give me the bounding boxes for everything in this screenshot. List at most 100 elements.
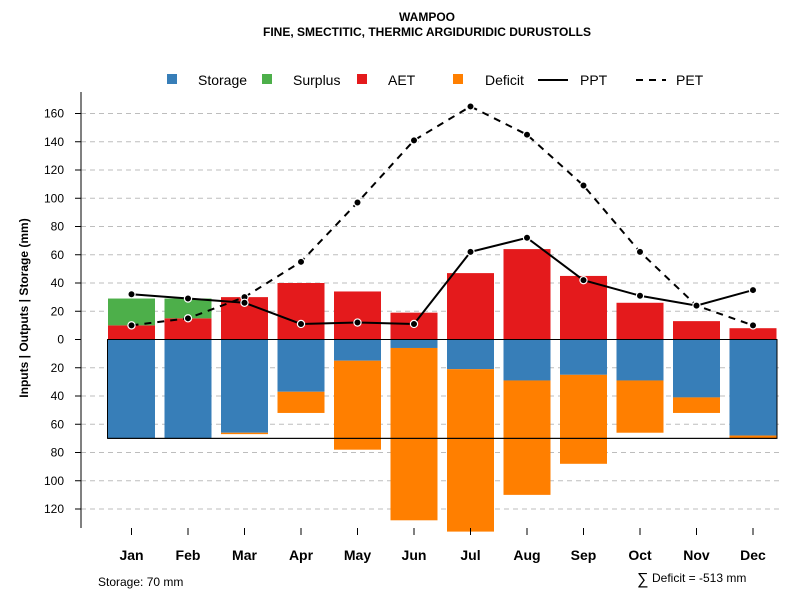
ppt-point [748, 285, 758, 295]
y-tick-label: 40 [51, 276, 65, 290]
y-tick-label: 100 [44, 474, 64, 488]
storage-bar [390, 339, 438, 348]
y-tick-label: 80 [51, 446, 65, 460]
ppt-point [353, 318, 362, 327]
legend-swatch-deficit [453, 74, 463, 84]
legend-label-pet: PET [676, 72, 704, 88]
pet-point [748, 321, 758, 330]
aet-bar [334, 291, 381, 340]
deficit-bar [503, 380, 551, 495]
ppt-point [296, 319, 306, 329]
aet-bar [729, 328, 777, 340]
aet-bar [447, 273, 494, 340]
ppt-point [127, 290, 136, 299]
x-tick-label: Jul [460, 547, 480, 563]
legend-label-deficit: Deficit [485, 72, 524, 88]
storage-bar [729, 339, 777, 436]
deficit-bar [334, 360, 381, 450]
pet-point [579, 181, 588, 190]
y-tick-label: 60 [51, 248, 65, 262]
pet-point [296, 257, 306, 267]
storage-bar [616, 339, 664, 381]
aet-bar [503, 249, 551, 340]
y-tick-label: 20 [51, 361, 65, 375]
pet-point [127, 321, 136, 330]
aet-bar [164, 318, 212, 340]
legend-label-storage: Storage [198, 72, 247, 88]
deficit-bar [221, 432, 268, 435]
x-tick-label: Mar [232, 547, 257, 563]
x-tick-label: Dec [740, 547, 766, 563]
y-tick-label: 60 [51, 417, 65, 431]
surplus-bar [108, 298, 155, 326]
bars [108, 249, 777, 532]
storage-bar [164, 339, 212, 439]
pet-point [409, 136, 419, 145]
pet-line [131, 105, 754, 327]
storage-bar [277, 339, 325, 392]
aet-bar [108, 325, 155, 340]
axes: 160 140 120 100 80 60 40 20 0 20 40 60 80 100 120 Jan Fe… [44, 92, 766, 563]
y-tick-label: 0 [57, 333, 64, 347]
legend-label-aet: AET [388, 72, 416, 88]
aet-bar [277, 283, 325, 340]
y-tick-label: 140 [44, 135, 64, 149]
ppt-line [131, 236, 754, 325]
aet-bar [616, 302, 664, 340]
deficit-bar [673, 397, 720, 413]
ppt-point [522, 233, 532, 242]
ppt-point [466, 247, 475, 257]
ppt-point [409, 319, 419, 329]
chart-subtitle: FINE, SMECTITIC, THERMIC ARGIDURIDIC DUR… [263, 25, 591, 39]
legend-swatch-aet [357, 74, 367, 84]
storage-bar [221, 339, 268, 433]
ppt-point [183, 294, 193, 303]
storage-bar [108, 339, 155, 439]
x-tick-label: Oct [628, 547, 652, 563]
lines [127, 102, 758, 330]
pet-point [353, 198, 362, 207]
x-tick-label: Sep [571, 547, 597, 563]
storage-bar [673, 339, 720, 398]
ppt-point [579, 275, 588, 285]
legend-label-ppt: PPT [580, 72, 608, 88]
aet-bar [673, 321, 720, 340]
pet-point [466, 102, 475, 111]
deficit-bar [447, 369, 494, 532]
storage-bar [447, 339, 494, 370]
deficit-bar [729, 435, 777, 439]
storage-bar [503, 339, 551, 381]
sum-icon: ∑ [637, 571, 648, 588]
x-tick-label: May [344, 547, 371, 563]
x-tick-label: Feb [176, 547, 201, 563]
y-tick-label: 80 [51, 220, 65, 234]
y-tick-label: 20 [51, 304, 65, 318]
legend-label-surplus: Surplus [293, 72, 340, 88]
reference-lines [107, 339, 778, 439]
legend-swatch-surplus [262, 74, 272, 84]
aet-bar [560, 275, 607, 340]
legend: Storage Surplus AET Deficit PPT PET [167, 72, 704, 88]
legend-swatch-storage [167, 74, 177, 84]
deficit-bar [560, 374, 607, 464]
y-tick-label: 40 [51, 389, 65, 403]
ppt-point [240, 298, 249, 307]
storage-bar [560, 339, 607, 375]
y-tick-label: 160 [44, 107, 64, 121]
x-tick-label: Nov [683, 547, 710, 563]
x-tick-label: Jan [119, 547, 143, 563]
storage-bar [334, 339, 381, 361]
x-tick-label: Jun [402, 547, 427, 563]
x-tick-label: Apr [289, 547, 314, 563]
y-tick-label: 100 [44, 191, 64, 205]
deficit-bar [390, 347, 438, 521]
deficit-bar [277, 391, 325, 413]
ppt-point [635, 291, 645, 300]
deficit-bar [616, 380, 664, 433]
deficit-footnote: Deficit = -513 mm [652, 571, 746, 585]
pet-point [522, 130, 532, 139]
y-tick-label: 120 [44, 502, 64, 516]
storage-footnote: Storage: 70 mm [98, 575, 183, 589]
pet-point [635, 247, 645, 257]
